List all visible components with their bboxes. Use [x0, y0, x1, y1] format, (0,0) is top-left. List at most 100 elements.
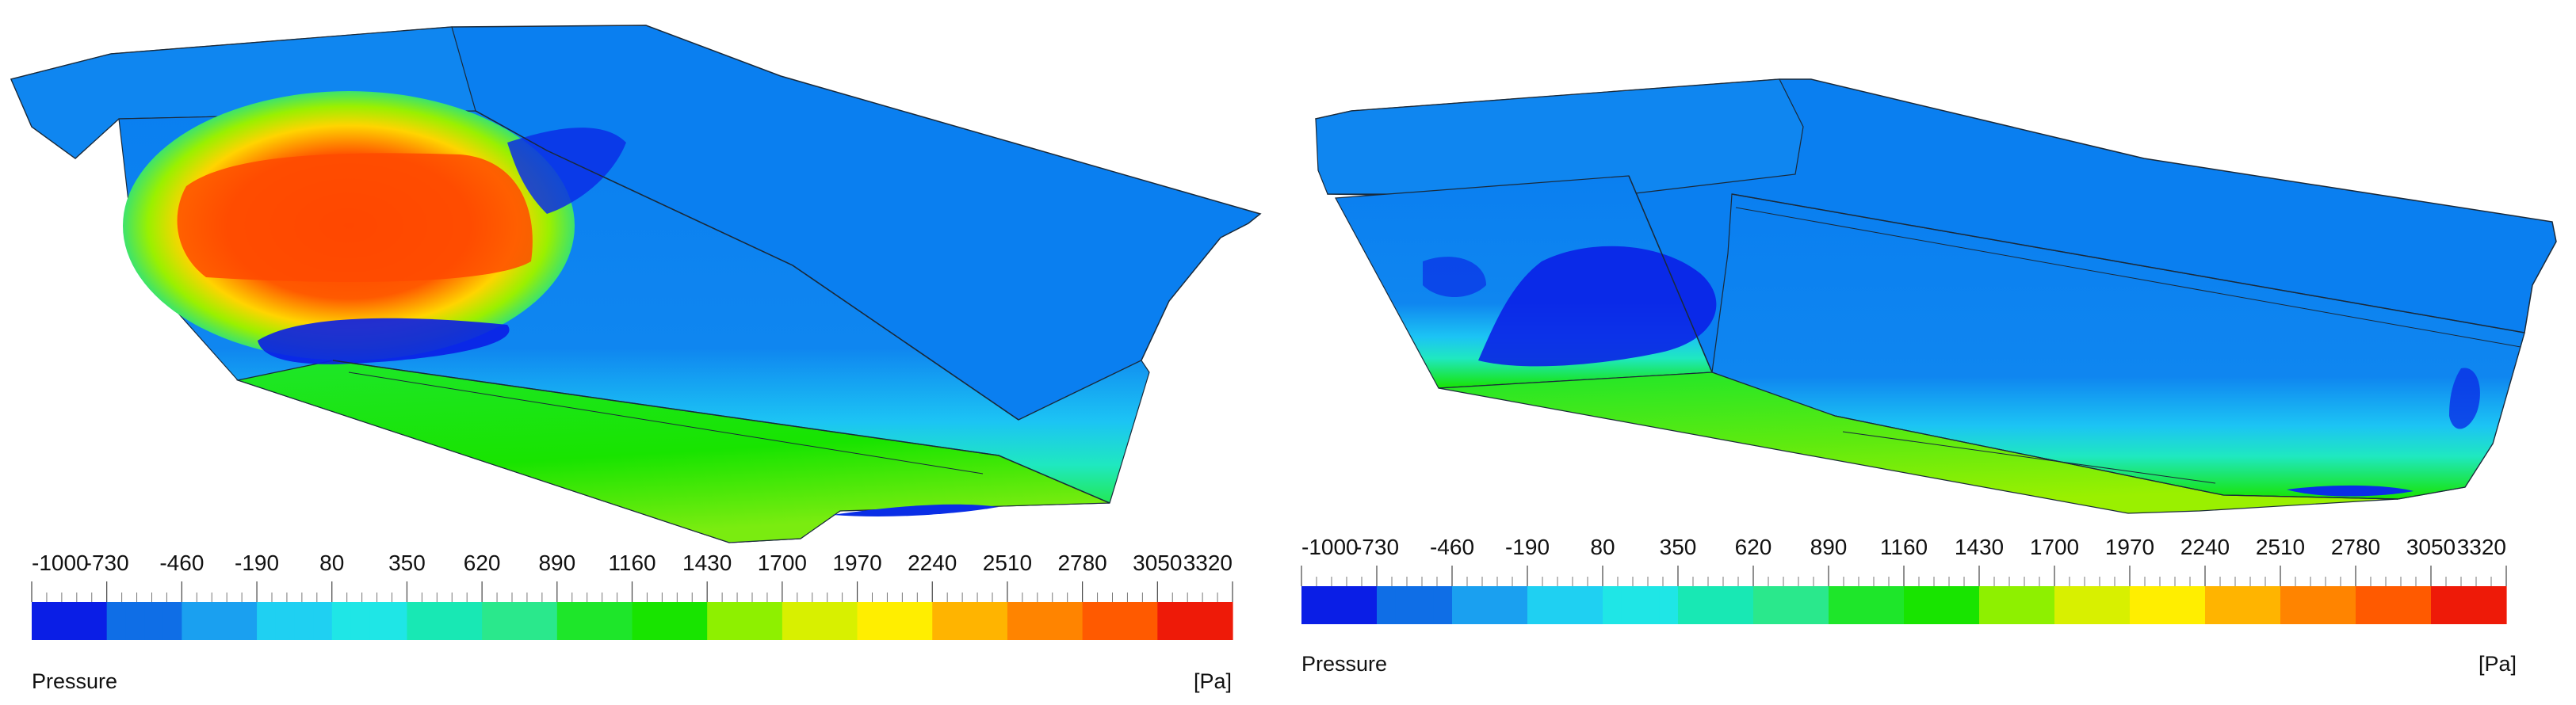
left-tick-label: -1000: [32, 551, 89, 575]
right-colorbar-band: [1659, 586, 1679, 624]
right-colorbar-band: [1715, 586, 1735, 624]
right-colorbar-band: [1866, 586, 1886, 624]
right-colorbar-band: [1734, 586, 1754, 624]
right-colorbar-band: [1771, 586, 1792, 624]
right-colorbar-band: [1565, 586, 1584, 624]
left-tick-label: -730: [85, 551, 129, 575]
right-tick-label: -730: [1355, 535, 1399, 559]
left-colorbar-band: [820, 602, 839, 640]
right-tick-label: 3050: [2406, 535, 2456, 559]
right-colorbar-band: [1979, 586, 1999, 624]
right-tick-label: 890: [1810, 535, 1848, 559]
left-colorbar-band: [725, 602, 746, 640]
right-colorbar-band: [1508, 586, 1528, 624]
right-colorbar-band: [1847, 586, 1867, 624]
left-colorbar-band: [613, 602, 633, 640]
right-colorbar-band: [1470, 586, 1491, 624]
left-colorbar-band: [313, 602, 333, 640]
left-colorbar-band: [1026, 602, 1045, 640]
right-tick-label: -460: [1430, 535, 1474, 559]
right-colorbar-band: [2487, 586, 2507, 624]
right-tick-label: 1700: [2030, 535, 2079, 559]
right-colorbar-band: [1941, 586, 1961, 624]
left-colorbar-band: [407, 602, 426, 640]
left-colorbar-band: [1138, 602, 1158, 640]
right-colorbar-band: [1885, 586, 1905, 624]
right-bow-surface: [1315, 78, 1804, 195]
left-colorbar-band: [144, 602, 164, 640]
left-colorbar-band: [1194, 602, 1214, 640]
right-colorbar-band: [2337, 586, 2356, 624]
left-colorbar-band: [932, 602, 952, 640]
left-colorbar-band: [162, 602, 182, 640]
left-colorbar-band: [651, 602, 671, 640]
right-colorbar-band: [1829, 586, 1848, 624]
left-colorbar-band: [950, 602, 971, 640]
right-colorbar-band: [2318, 586, 2337, 624]
left-colorbar-band: [538, 602, 558, 640]
right-colorbar-band: [2186, 586, 2206, 624]
right-colorbar-band: [1678, 586, 1698, 624]
left-tick-label: 3320: [1183, 551, 1233, 575]
right-colorbar-band: [2035, 586, 2055, 624]
left-colorbar-band: [106, 602, 126, 640]
left-tick-label: -190: [235, 551, 279, 575]
left-tick-label: 350: [388, 551, 426, 575]
left-colorbar-band: [782, 602, 802, 640]
right-tick-label: 620: [1735, 535, 1772, 559]
right-colorbar-band: [2468, 586, 2488, 624]
right-colorbar-band: [1584, 586, 1603, 624]
left-colorbar-band: [1063, 602, 1084, 640]
left-colorbar-band: [801, 602, 820, 640]
left-tick-labels: -1000-730 -460 -190 80 350 620 890 1160 1430 1700…: [32, 551, 1233, 575]
left-colorbar-band: [838, 602, 858, 640]
right-colorbar-band: [2148, 586, 2169, 624]
left-colorbar-band: [1157, 602, 1177, 640]
right-colorbar-band: [2431, 586, 2451, 624]
right-colorbar-band: [2261, 586, 2281, 624]
right-colorbar-band: [1904, 586, 1924, 624]
left-colorbar-band: [1007, 602, 1027, 640]
left-colorbar-band: [294, 602, 314, 640]
left-tick-label: 2780: [1057, 551, 1106, 575]
right-colorbar: -1000-730 -460 -190 80 350 620 890 1160 1430 1700…: [1301, 535, 2507, 624]
right-tick-label: -190: [1505, 535, 1550, 559]
right-colorbar-band: [2299, 586, 2319, 624]
left-colorbar-band: [707, 602, 727, 640]
left-colorbar-band: [444, 602, 464, 640]
right-colorbar-band: [2280, 586, 2300, 624]
left-tick-label: 620: [464, 551, 501, 575]
right-colorbar-band: [1753, 586, 1773, 624]
left-colorbar-band: [32, 602, 52, 640]
left-colorbar-band: [201, 602, 220, 640]
right-colorbar-band: [2092, 586, 2112, 624]
left-colorbar: -1000-730 -460 -190 80 350 620 890 1160 1430 1700…: [31, 551, 1233, 640]
left-tick-label: 80: [319, 551, 344, 575]
right-tick-label: 1430: [1955, 535, 2004, 559]
right-colorbar-band: [2054, 586, 2074, 624]
right-tick-label: -1000: [1301, 535, 1359, 559]
left-tick-label: -460: [159, 551, 204, 575]
left-colorbar-band: [1119, 602, 1140, 640]
left-view-panel: -1000 -730 -460 -190 80 350 620 890 1160 1430 1700…: [10, 25, 1262, 693]
left-tick-label: 890: [538, 551, 575, 575]
right-quantity-label: Pressure: [1301, 652, 1388, 676]
right-colorbar-band: [2130, 586, 2150, 624]
left-colorbar-legend: -1000 -730 -460 -190 80 350 620 890 1160 1430 1700…: [31, 547, 1244, 646]
right-colorbar-band: [1621, 586, 1642, 624]
right-colorbar-band: [2111, 586, 2131, 624]
right-colorbar-band: [2016, 586, 2036, 624]
right-colorbar-band: [2412, 586, 2432, 624]
left-colorbar-band: [876, 602, 896, 640]
left-colorbar-band: [913, 602, 933, 640]
right-colorbar-band: [1640, 586, 1660, 624]
left-colorbar-band: [969, 602, 989, 640]
left-colorbar-band: [688, 602, 708, 640]
right-colorbar-band: [1320, 586, 1340, 624]
right-colorbar-band: [1358, 586, 1378, 624]
left-colorbar-band: [125, 602, 145, 640]
left-colorbar-band: [275, 602, 296, 640]
right-colorbar-legend: -1000 -730 -460 -190 80 350 620 890 1160 1430 1700…: [1301, 531, 2514, 630]
right-colorbar-band: [1377, 586, 1397, 624]
left-colorbar-band: [1175, 602, 1196, 640]
